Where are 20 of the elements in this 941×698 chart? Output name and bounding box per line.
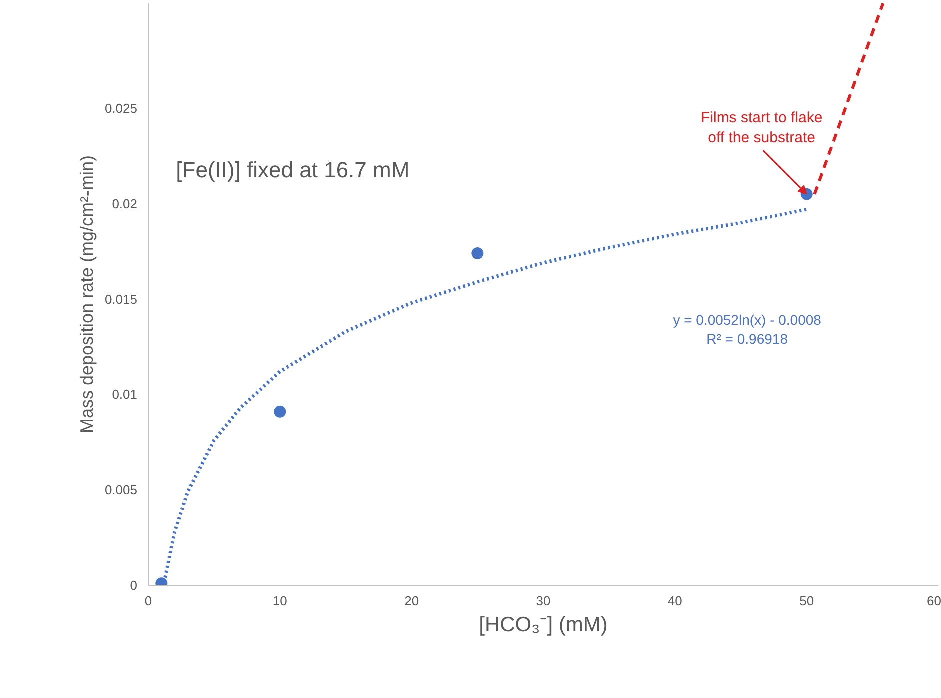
x-tick-label: 40 <box>668 594 682 608</box>
x-tick-label: 10 <box>272 594 288 608</box>
point <box>472 247 484 260</box>
y-tick-label: 0.02 <box>112 196 138 212</box>
annotation: Films start to flake off the substrate <box>700 109 823 147</box>
y-tick-label: 0.025 <box>104 100 138 116</box>
annotation: [Fe(II)] fixed at 16.7 mM <box>176 158 410 183</box>
y-tick-label: 0 <box>130 578 138 593</box>
y-tick-label: 0.015 <box>104 292 138 307</box>
x-tick-label: 20 <box>404 594 420 608</box>
x-tick-label: 60 <box>927 594 941 608</box>
annotation: y = 0.0052ln(x) - 0.0008 R² = 0.96918 <box>673 312 822 348</box>
x-axis-title: [HCO₃⁻] (mM) <box>479 614 608 636</box>
y-axis-title: Mass deposition rate (mg/cm²-min) <box>76 155 97 434</box>
point <box>274 406 286 418</box>
y-tick-label: 0.005 <box>104 482 138 498</box>
y-tick-label: 0.01 <box>112 387 138 402</box>
x-tick-label: 30 <box>536 594 551 608</box>
x-tick-label: 0 <box>144 594 152 608</box>
x-tick-label: 50 <box>800 594 814 608</box>
